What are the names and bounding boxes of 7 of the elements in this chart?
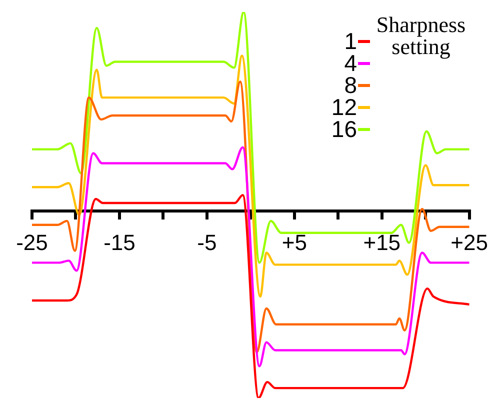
x-tick-label: -5	[197, 230, 217, 256]
x-tick-label: +15	[363, 230, 401, 256]
x-tick-label: +5	[282, 230, 307, 256]
x-tick-label: -15	[104, 230, 136, 256]
x-tick-label: +25	[450, 230, 488, 256]
legend-title: Sharpness setting	[375, 12, 467, 59]
x-tick-label: -25	[16, 230, 48, 256]
